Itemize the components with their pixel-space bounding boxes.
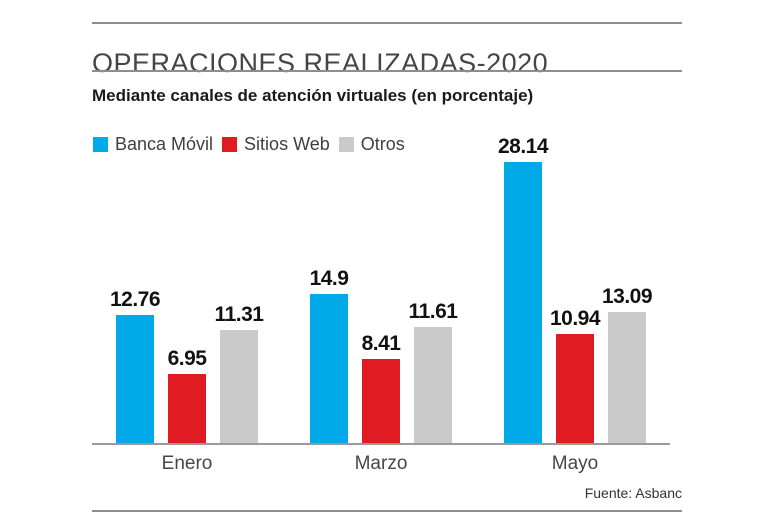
source-credit: Fuente: Asbanc — [584, 485, 682, 501]
bar-otros — [220, 329, 258, 443]
legend-swatch-otros-icon — [338, 137, 354, 152]
legend-swatch-sitios-web-icon — [222, 137, 238, 152]
legend-swatch-banca-movil-icon — [93, 137, 108, 152]
bar-otros — [414, 326, 452, 443]
bar-value-label: 28.14 — [497, 134, 549, 158]
bar-banca-móvil — [504, 161, 542, 443]
legend-label: Banca Móvil — [115, 134, 214, 154]
legend-label: Otros — [360, 134, 405, 154]
bar-group-marzo: 14.9 8.41 11.61 Marzo — [309, 130, 458, 474]
x-axis-label: Marzo — [354, 453, 408, 474]
bar-value-label: 8.41 — [361, 331, 401, 355]
bar-column: 14.9 — [309, 267, 349, 443]
bar-value-label: 12.76 — [109, 288, 161, 312]
legend-label: Sitios Web — [244, 134, 330, 154]
bar-value-label: 13.09 — [601, 285, 653, 309]
bar-banca-móvil — [116, 315, 154, 443]
bar-group-enero: 12.76 6.95 11.31 Enero — [110, 130, 264, 474]
bar-banca-móvil — [310, 294, 348, 443]
bar-sitios-web — [168, 373, 206, 443]
bottom-rule — [92, 510, 682, 512]
bar-chart: 12.76 6.95 11.31 Enero 14.9 8.41 11.61 Marzo 28.… — [92, 130, 682, 474]
x-axis-label: Mayo — [551, 453, 599, 474]
legend-item-sitios-web: Sitios Web — [222, 134, 330, 155]
bar-column: 11.31 — [215, 304, 264, 443]
bar-column: 11.61 — [409, 301, 458, 443]
bar-column: 12.76 — [110, 289, 161, 443]
bar-column: 6.95 — [167, 346, 207, 443]
bar-column: 8.41 — [361, 331, 401, 443]
bar-otros — [608, 312, 646, 443]
bar-value-label: 6.95 — [167, 346, 207, 370]
bar-sitios-web — [362, 358, 400, 443]
x-axis-line — [92, 443, 670, 445]
legend-item-banca-movil: Banca Móvil — [93, 134, 213, 155]
bar-value-label: 14.9 — [309, 267, 349, 290]
bar-group-mayo: 28.14 10.94 13.09 Mayo — [498, 130, 653, 474]
bar-column: 28.14 — [498, 136, 549, 443]
chart-subtitle: Mediante canales de atención virtuales (… — [92, 86, 534, 105]
bar-sitios-web — [556, 333, 594, 443]
bar-value-label: 10.94 — [549, 306, 601, 330]
bar-value-label: 11.31 — [214, 302, 264, 326]
bar-column: 13.09 — [602, 286, 653, 443]
title-underline-rule — [92, 70, 682, 72]
chart-legend: Banca Móvil Sitios Web Otros — [93, 134, 405, 155]
bar-column: 10.94 — [550, 308, 601, 443]
page-title: OPERACIONES REALIZADAS-2020 — [92, 48, 549, 79]
legend-item-otros: Otros — [338, 134, 405, 155]
x-axis-label: Enero — [161, 453, 213, 474]
bar-value-label: 11.61 — [408, 299, 458, 323]
top-rule — [92, 22, 682, 24]
